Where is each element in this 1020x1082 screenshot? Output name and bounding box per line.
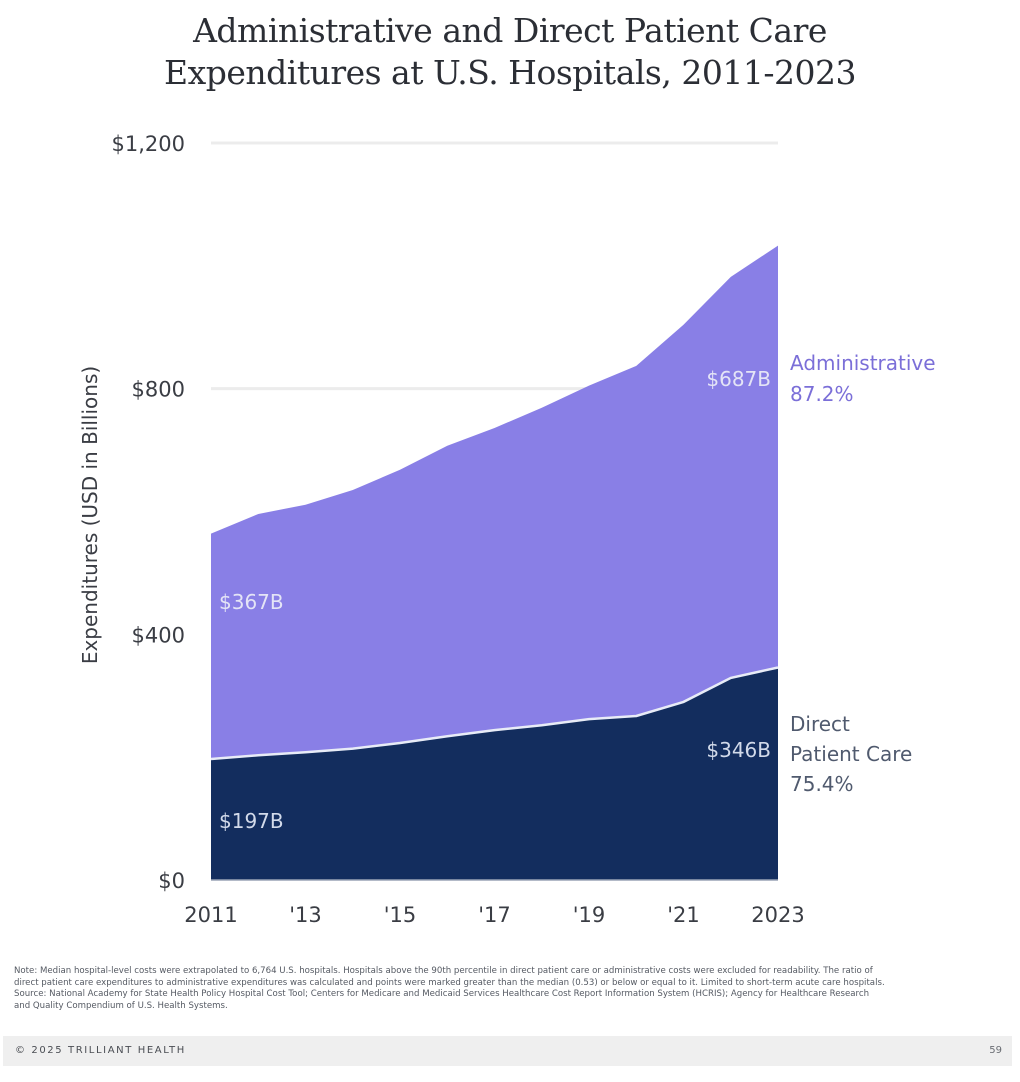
y-tick-label: $400 (132, 623, 185, 647)
y-tick-label: $800 (132, 378, 185, 402)
chart-title-line-2: Expenditures at U.S. Hospitals, 2011-202… (164, 53, 856, 92)
legend: Administrative 87.2% Direct Patient Care 75.… (790, 351, 936, 796)
y-axis-label: Expenditures (USD in Billions) (78, 366, 102, 664)
note-line: Note: Median hospital-level costs were e… (14, 966, 873, 976)
admin-end-label: $687B (706, 367, 771, 391)
direct-end-label: $346B (706, 738, 771, 762)
legend-direct-patient-care: 75.4% (790, 772, 854, 796)
chart-note: Note: Median hospital-level costs were e… (14, 966, 1010, 1012)
x-tick-label: '13 (289, 903, 322, 927)
chart-title-line-1: Administrative and Direct Patient Care (193, 11, 827, 50)
copyright: © 2025 TRILLIANT HEALTH (15, 1045, 186, 1056)
series-separator-line (210, 666, 779, 761)
area-administrative (211, 245, 778, 760)
legend-direct-patient-care: Patient Care (790, 742, 912, 766)
chart-title: Administrative and Direct Patient Care E… (0, 10, 1020, 94)
admin-start-label: $367B (219, 590, 284, 614)
x-tick-label: 2023 (751, 903, 804, 927)
stacked-area-chart: $0 $400 $800 $1,200 2011 '13 '15 '17 '19 '21 2023… (78, 132, 936, 927)
note-line: Source: National Academy for State Healt… (14, 989, 870, 999)
legend-administrative: Administrative (790, 351, 936, 375)
page-number: 59 (989, 1045, 1002, 1056)
y-tick-label: $1,200 (112, 132, 185, 156)
x-tick-label: '21 (667, 903, 700, 927)
direct-start-label: $197B (219, 809, 284, 833)
legend-administrative: 87.2% (790, 382, 854, 406)
note-line: and Quality Compendium of U.S. Health Sy… (14, 1000, 228, 1011)
x-axis-ticks: 2011 '13 '15 '17 '19 '21 2023 (184, 903, 804, 927)
y-axis-ticks: $0 $400 $800 $1,200 (112, 132, 185, 893)
x-tick-label: 2011 (184, 903, 237, 927)
footer: © 2025 TRILLIANT HEALTH 59 (3, 1036, 1012, 1066)
area-direct-patient-care (211, 667, 778, 880)
y-tick-label: $0 (158, 869, 185, 893)
areas (210, 245, 779, 881)
x-tick-label: '15 (384, 903, 417, 927)
legend-direct-patient-care: Direct (790, 712, 850, 736)
x-tick-label: '19 (573, 903, 606, 927)
note-line: direct patient care expenditures to admi… (14, 977, 885, 988)
data-labels: $197B $346B $367B $687B (219, 367, 771, 833)
x-tick-label: '17 (478, 903, 511, 927)
